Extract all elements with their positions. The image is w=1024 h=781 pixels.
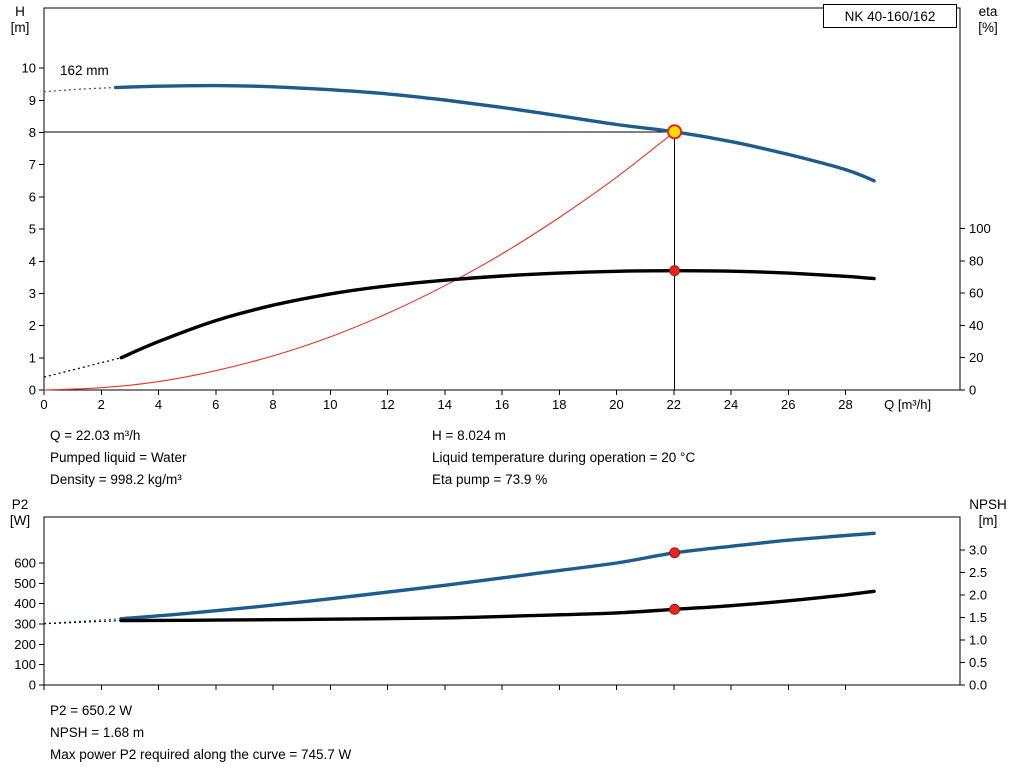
y-left-tick-label: 200 [14, 637, 36, 652]
liquid-temperature-text: Liquid temperature during operation = 20… [432, 450, 696, 465]
y-left-tick-label: 8 [29, 125, 36, 140]
y-left-tick-label: 600 [14, 555, 36, 570]
p2-axis-title: P2 [W] [2, 497, 38, 529]
efficiency-curve [119, 268, 876, 360]
axis-title-line: eta [978, 4, 998, 19]
x-tick-label: 24 [724, 397, 738, 412]
y-left-tick-label: 400 [14, 596, 36, 611]
npsh-text: NPSH = 1.68 m [50, 725, 145, 740]
y-right-tick-label: 40 [969, 318, 983, 333]
p2-text: P2 = 650.2 W [50, 703, 133, 718]
axis-title-line: [m] [978, 513, 998, 528]
duty-head-text: H = 8.024 m [432, 428, 506, 443]
y-left-tick-label: 10 [22, 61, 36, 76]
y-left-tick-label: 0 [29, 383, 36, 398]
axis-title-line: H [15, 4, 25, 19]
x-tick-label: 0 [40, 397, 47, 412]
x-tick-label: 14 [438, 397, 452, 412]
plot-frame [43, 516, 961, 686]
power-npsh-chart: 0 100 200 300 400 500 600 0.0 0.5 1.0 1.5 2.0 2.5 3.0 [14, 516, 987, 693]
y-left-tick-label: 2 [29, 318, 36, 333]
head-axis-title: H [m] [2, 4, 38, 36]
y-right-tick-label: 100 [969, 221, 991, 236]
density-text: Density = 998.2 kg/m³ [50, 472, 182, 487]
y-left-tick-label: 500 [14, 576, 36, 591]
y-left-tick-label: 1 [29, 350, 36, 365]
y-left-tick-label: 7 [29, 157, 36, 172]
y-right-tick-label: 20 [969, 350, 983, 365]
y-right-tick-label: 1.0 [969, 632, 987, 647]
y-right-tick-label: 0.5 [969, 655, 987, 670]
x-tick-label: 22 [667, 397, 681, 412]
y-right-tick-label: 1.5 [969, 610, 987, 625]
system-curve [43, 131, 676, 391]
y-right-tick-label: 0.0 [969, 678, 987, 693]
y-left-tick-label: 0 [29, 678, 36, 693]
p2-curve [119, 531, 876, 621]
y-left-tick-label: 9 [29, 93, 36, 108]
y-left-tick-label: 4 [29, 254, 36, 269]
max-power-text: Max power P2 required along the curve = … [50, 747, 352, 762]
impeller-diameter-label: 162 mm [60, 63, 109, 78]
y-right-tick-label: 2.5 [969, 565, 987, 580]
pump-model-badge: NK 40-160/162 [823, 4, 957, 28]
npsh-axis-title: NPSH [m] [962, 497, 1014, 529]
x-tick-label: 28 [838, 397, 852, 412]
x-tick-label: 16 [495, 397, 509, 412]
eta-axis-title: eta [%] [966, 4, 1010, 36]
eta-pump-text: Eta pump = 73.9 % [432, 472, 548, 487]
y-left-tick-label: 6 [29, 189, 36, 204]
duty-point[interactable] [667, 124, 683, 140]
x-tick-label: 12 [380, 397, 394, 412]
x-axis-label: Q [m³/h] [884, 397, 931, 412]
head-curve [113, 83, 876, 183]
x-tick-label: 10 [323, 397, 337, 412]
p2-point[interactable] [669, 547, 681, 559]
axis-title-line: P2 [11, 497, 29, 512]
npsh-curve [119, 589, 876, 623]
y-left-tick-label: 300 [14, 616, 36, 631]
y-right-tick-label: 0 [969, 383, 976, 398]
x-tick-label: 26 [781, 397, 795, 412]
x-tick-label: 20 [609, 397, 623, 412]
x-tick-label: 8 [269, 397, 276, 412]
y-right-tick-label: 3.0 [969, 542, 987, 557]
pumped-liquid-text: Pumped liquid = Water [50, 450, 187, 465]
y-right-tick-label: 80 [969, 253, 983, 268]
x-tick-label: 6 [212, 397, 219, 412]
axis-title-line: [m] [10, 20, 30, 35]
x-tick-label: 2 [98, 397, 105, 412]
y-left-tick-label: 100 [14, 657, 36, 672]
y-left-tick-label: 3 [29, 286, 36, 301]
eta-point[interactable] [669, 265, 681, 277]
y-right-tick-label: 60 [969, 286, 983, 301]
y-left-tick-label: 5 [29, 222, 36, 237]
axis-title-line: [W] [9, 513, 31, 528]
y-right-tick-label: 2.0 [969, 587, 987, 602]
npsh-point[interactable] [669, 603, 681, 615]
x-tick-label: 4 [155, 397, 162, 412]
axis-title-line: [%] [978, 20, 998, 35]
efficiency-curve-extension [43, 357, 122, 378]
duty-flow-text: Q = 22.03 m³/h [50, 428, 141, 443]
axis-title-line: NPSH [969, 497, 1007, 512]
x-tick-label: 18 [552, 397, 566, 412]
